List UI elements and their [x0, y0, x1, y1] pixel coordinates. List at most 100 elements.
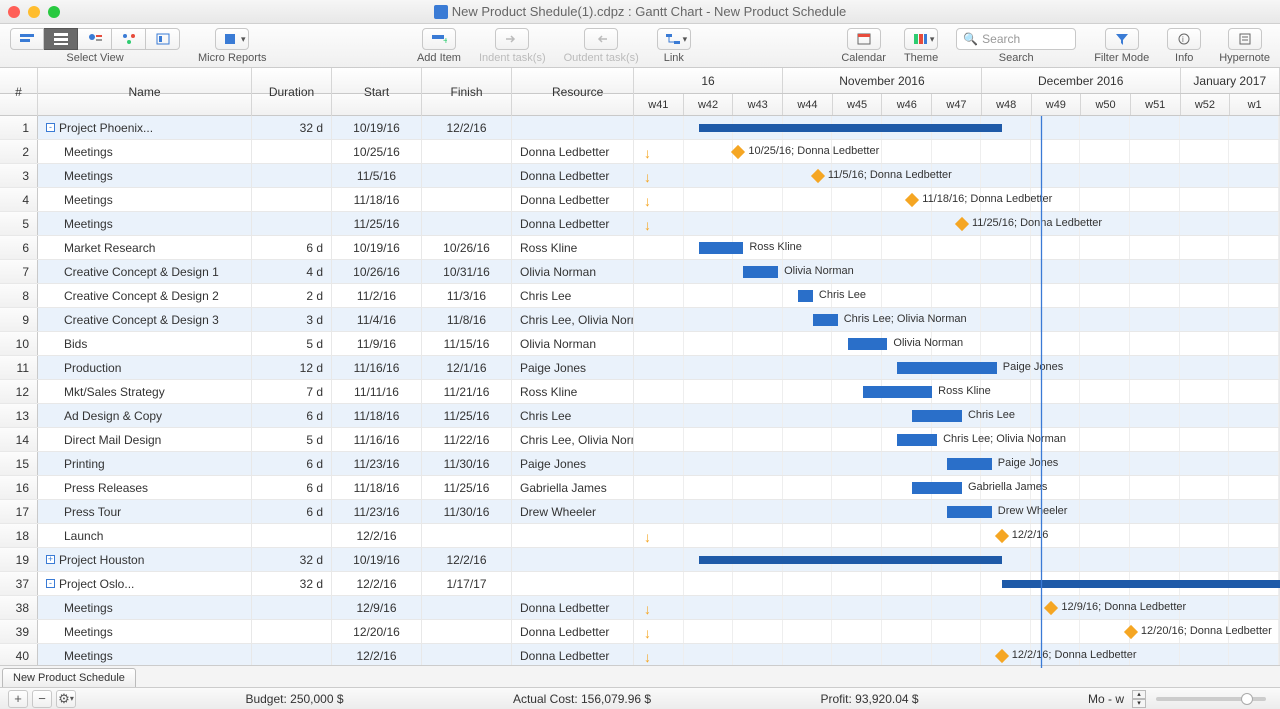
- zoom-slider[interactable]: [1156, 697, 1266, 701]
- bar-label: Chris Lee: [968, 409, 1015, 421]
- view-btn-3[interactable]: [78, 28, 112, 50]
- task-name: Meetings: [64, 193, 113, 207]
- micro-reports-label: Micro Reports: [198, 52, 266, 64]
- table-row[interactable]: 8Creative Concept & Design 22 d11/2/1611…: [0, 284, 1280, 308]
- view-btn-2[interactable]: [44, 28, 78, 50]
- week-header: w50: [1081, 94, 1131, 115]
- milestone-label: 12/20/16; Donna Ledbetter: [1141, 625, 1272, 637]
- week-header: w52: [1181, 94, 1231, 115]
- column-header-resource[interactable]: Resource: [512, 68, 634, 116]
- task-name: Project Oslo...: [59, 577, 134, 591]
- search-input[interactable]: 🔍Search: [956, 28, 1076, 50]
- remove-row-button[interactable]: −: [32, 690, 52, 708]
- task-name: Project Phoenix...: [59, 121, 153, 135]
- table-row[interactable]: 3Meetings11/5/16Donna Ledbetter↓11/5/16;…: [0, 164, 1280, 188]
- bar-label: Gabriella James: [968, 481, 1047, 493]
- table-row[interactable]: 17Press Tour6 d11/23/1611/30/16Drew Whee…: [0, 500, 1280, 524]
- milestone-label: 12/2/16; Donna Ledbetter: [1012, 649, 1137, 661]
- budget-text: Budget: 250,000 $: [245, 692, 343, 706]
- filter-label: Filter Mode: [1094, 52, 1149, 64]
- table-row[interactable]: 4Meetings11/18/16Donna Ledbetter↓11/18/1…: [0, 188, 1280, 212]
- add-item-button[interactable]: +: [422, 28, 456, 50]
- month-header: January 2017: [1181, 68, 1280, 93]
- svg-text:i: i: [1182, 35, 1184, 44]
- svg-text:+: +: [443, 36, 447, 46]
- task-name: Meetings: [64, 625, 113, 639]
- view-btn-4[interactable]: [112, 28, 146, 50]
- bar-label: Drew Wheeler: [998, 505, 1068, 517]
- search-label: Search: [999, 52, 1034, 64]
- micro-reports-button[interactable]: ▾: [215, 28, 249, 50]
- table-row[interactable]: 38Meetings12/9/16Donna Ledbetter↓12/9/16…: [0, 596, 1280, 620]
- month-header: November 2016: [783, 68, 982, 93]
- bar-label: Olivia Norman: [893, 337, 963, 349]
- column-header-name[interactable]: Name: [38, 68, 252, 116]
- bar-label: Ross Kline: [938, 385, 991, 397]
- week-header: w44: [783, 94, 833, 115]
- view-btn-1[interactable]: [10, 28, 44, 50]
- table-row[interactable]: 37-Project Oslo...32 d12/2/161/17/17: [0, 572, 1280, 596]
- settings-button[interactable]: ⚙▾: [56, 690, 76, 708]
- table-row[interactable]: 9Creative Concept & Design 33 d11/4/1611…: [0, 308, 1280, 332]
- calendar-button[interactable]: [847, 28, 881, 50]
- column-header-start[interactable]: Start: [332, 68, 422, 116]
- table-row[interactable]: 19+Project Houston32 d10/19/1612/2/16: [0, 548, 1280, 572]
- table-row[interactable]: 5Meetings11/25/16Donna Ledbetter↓11/25/1…: [0, 212, 1280, 236]
- info-label: Info: [1175, 52, 1193, 64]
- column-header-num[interactable]: #: [0, 68, 38, 116]
- task-name: Press Tour: [64, 505, 121, 519]
- expand-toggle[interactable]: -: [46, 123, 55, 132]
- link-button[interactable]: ▾: [657, 28, 691, 50]
- zoom-stepper[interactable]: ▴▾: [1132, 690, 1146, 708]
- add-item-label: Add Item: [417, 52, 461, 64]
- add-row-button[interactable]: +: [8, 690, 28, 708]
- table-row[interactable]: 12Mkt/Sales Strategy7 d11/11/1611/21/16R…: [0, 380, 1280, 404]
- zoom-window-button[interactable]: [48, 6, 60, 18]
- minimize-window-button[interactable]: [28, 6, 40, 18]
- view-btn-5[interactable]: [146, 28, 180, 50]
- outdent-button[interactable]: [584, 28, 618, 50]
- table-row[interactable]: 13Ad Design & Copy6 d11/18/1611/25/16Chr…: [0, 404, 1280, 428]
- indent-label: Indent task(s): [479, 52, 546, 64]
- table-row[interactable]: 1-Project Phoenix...32 d10/19/1612/2/16: [0, 116, 1280, 140]
- expand-toggle[interactable]: -: [46, 579, 55, 588]
- table-row[interactable]: 39Meetings12/20/16Donna Ledbetter↓12/20/…: [0, 620, 1280, 644]
- task-name: Launch: [64, 529, 103, 543]
- table-row[interactable]: 6Market Research6 d10/19/1610/26/16Ross …: [0, 236, 1280, 260]
- task-name: Meetings: [64, 145, 113, 159]
- table-row[interactable]: 16Press Releases6 d11/18/1611/25/16Gabri…: [0, 476, 1280, 500]
- profit-text: Profit: 93,920.04 $: [821, 692, 919, 706]
- actual-cost-text: Actual Cost: 156,079.96 $: [513, 692, 651, 706]
- task-name: Meetings: [64, 217, 113, 231]
- column-header-duration[interactable]: Duration: [252, 68, 332, 116]
- table-row[interactable]: 2Meetings10/25/16Donna Ledbetter↓10/25/1…: [0, 140, 1280, 164]
- expand-toggle[interactable]: +: [46, 555, 55, 564]
- table-row[interactable]: 7Creative Concept & Design 14 d10/26/161…: [0, 260, 1280, 284]
- task-name: Meetings: [64, 649, 113, 663]
- month-header: 16: [634, 68, 783, 93]
- sheet-tab[interactable]: New Product Schedule: [2, 668, 136, 687]
- document-icon: [434, 5, 448, 19]
- column-header-finish[interactable]: Finish: [422, 68, 512, 116]
- bar-label: Chris Lee; Olivia Norman: [943, 433, 1066, 445]
- toolbar: Select View ▾ Micro Reports + Add Item I…: [0, 24, 1280, 68]
- table-row[interactable]: 11Production12 d11/16/1612/1/16Paige Jon…: [0, 356, 1280, 380]
- task-name: Direct Mail Design: [64, 433, 161, 447]
- close-window-button[interactable]: [8, 6, 20, 18]
- filter-button[interactable]: [1105, 28, 1139, 50]
- indent-button[interactable]: [495, 28, 529, 50]
- milestone-label: 11/5/16; Donna Ledbetter: [828, 169, 952, 181]
- outdent-label: Outdent task(s): [564, 52, 639, 64]
- table-row[interactable]: 10Bids5 d11/9/1611/15/16Olivia NormanOli…: [0, 332, 1280, 356]
- theme-button[interactable]: ▾: [904, 28, 938, 50]
- bar-label: Chris Lee: [819, 289, 866, 301]
- week-header: w45: [833, 94, 883, 115]
- table-row[interactable]: 15Printing6 d11/23/1611/30/16Paige Jones…: [0, 452, 1280, 476]
- task-name: Ad Design & Copy: [64, 409, 162, 423]
- table-row[interactable]: 18Launch12/2/16↓12/2/16: [0, 524, 1280, 548]
- info-button[interactable]: i: [1167, 28, 1201, 50]
- hypernote-button[interactable]: [1228, 28, 1262, 50]
- table-row[interactable]: 14Direct Mail Design5 d11/16/1611/22/16C…: [0, 428, 1280, 452]
- bar-label: Paige Jones: [998, 457, 1059, 469]
- task-name: Creative Concept & Design 2: [64, 289, 219, 303]
